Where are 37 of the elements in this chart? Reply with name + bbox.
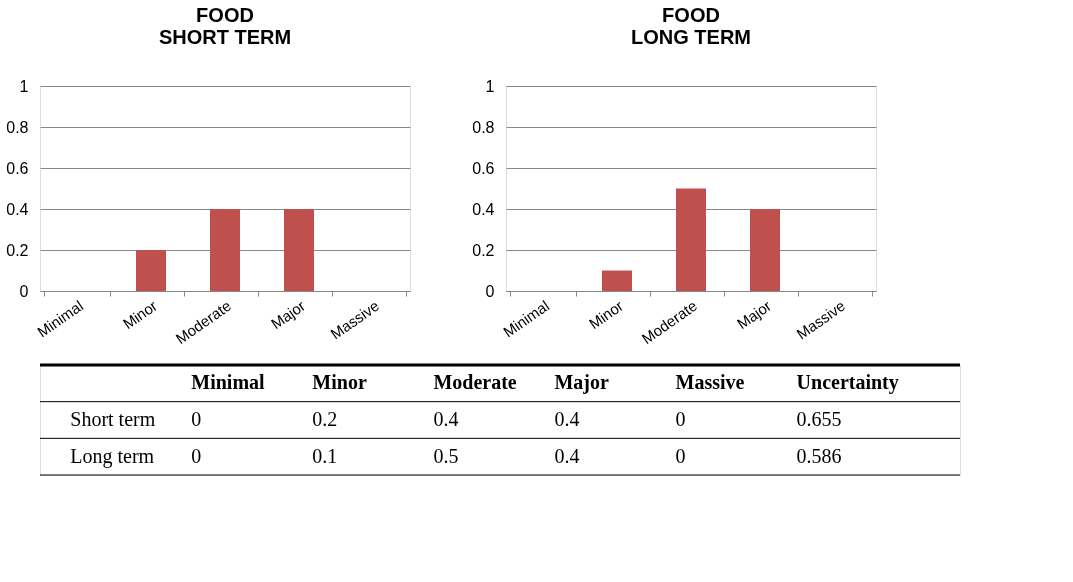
y-tick-label: 1 [19,77,29,95]
bar [750,209,780,291]
text: 0.4 [554,408,580,430]
y-tick-label: 0 [485,282,495,300]
text: 0.1 [312,444,338,467]
category-label: Short term [70,408,156,430]
text: 0 [675,444,686,467]
y-tick-label: 0.2 [472,241,495,259]
category-label: Minor [312,371,367,394]
chart-title: FOOD LONG TERM [631,4,751,48]
text: 0 [191,444,202,467]
text: 0 [675,408,686,430]
text: 0.2 [312,408,338,430]
category-label: Major [554,371,610,395]
text: 0.4 [433,408,459,430]
y-tick-label: 0.4 [472,200,495,218]
category-label: Massive [675,371,745,394]
category-label: Uncertainty [796,371,899,395]
bar [676,188,706,291]
text: 0.4 [554,444,580,467]
y-tick-label: 0 [19,282,29,300]
category-label: Moderate [433,371,517,394]
category-label: Minimal [191,371,266,394]
y-tick-label: 0.8 [6,118,29,136]
text: 0 [191,408,202,430]
y-tick-label: 0.6 [6,159,29,177]
y-tick-label: 1 [485,77,495,95]
text: 0.655 [796,408,842,430]
chart-title: FOOD SHORT TERM [158,4,292,48]
y-tick-label: 0.2 [6,241,29,259]
category-label: Long term [70,444,155,467]
y-tick-label: 0.4 [6,200,29,218]
bar [602,270,632,291]
text: 0.5 [433,444,459,467]
y-tick-label: 0.6 [472,159,495,177]
text: 0.586 [796,444,842,467]
y-tick-label: 0.8 [472,118,495,136]
